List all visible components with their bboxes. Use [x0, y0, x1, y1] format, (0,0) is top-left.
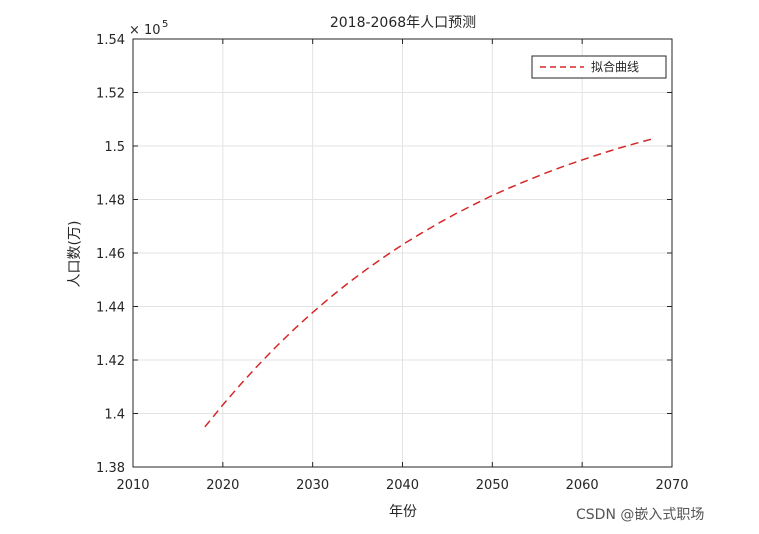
y-tick-label: 1.4: [104, 408, 125, 423]
x-axis-label: 年份: [389, 504, 417, 520]
y-tick-label: 1.52: [96, 87, 125, 102]
series-layer: [204, 137, 655, 428]
y-exponent-base: × 10: [129, 23, 161, 38]
y-tick-label: 1.44: [96, 301, 125, 316]
x-tick-label: 2020: [206, 478, 239, 493]
watermark: CSDN @嵌入式职场: [576, 507, 704, 523]
grid: [132, 38, 673, 468]
y-axis-label: 人口数(万): [67, 221, 83, 288]
x-tick-label: 2050: [476, 478, 509, 493]
x-tick-label: 2010: [116, 478, 149, 493]
y-tick-label: 1.38: [96, 461, 125, 476]
y-exponent-power: 5: [162, 19, 168, 30]
axes: [132, 38, 673, 468]
legend-label: 拟合曲线: [591, 59, 639, 74]
legend-box: [531, 55, 667, 79]
x-tick-label: 2070: [655, 478, 688, 493]
y-tick-label: 1.5: [104, 140, 125, 155]
chart-title: 2018-2068年人口预测: [330, 15, 476, 31]
x-tick-label: 2040: [386, 478, 419, 493]
y-tick-label: 1.54: [96, 33, 125, 48]
series-line: [204, 137, 655, 428]
y-tick-label: 1.48: [96, 194, 125, 209]
plot-area-border: [132, 38, 673, 468]
tick-labels: 2010 2020 2030 2040 2050 2060 2070 1.38 1.4 1.42 1…: [96, 33, 689, 493]
y-tick-label: 1.42: [96, 354, 125, 369]
y-tick-label: 1.46: [96, 247, 125, 262]
x-tick-label: 2030: [296, 478, 329, 493]
x-tick-label: 2060: [566, 478, 599, 493]
legend: 拟合曲线: [531, 55, 667, 79]
